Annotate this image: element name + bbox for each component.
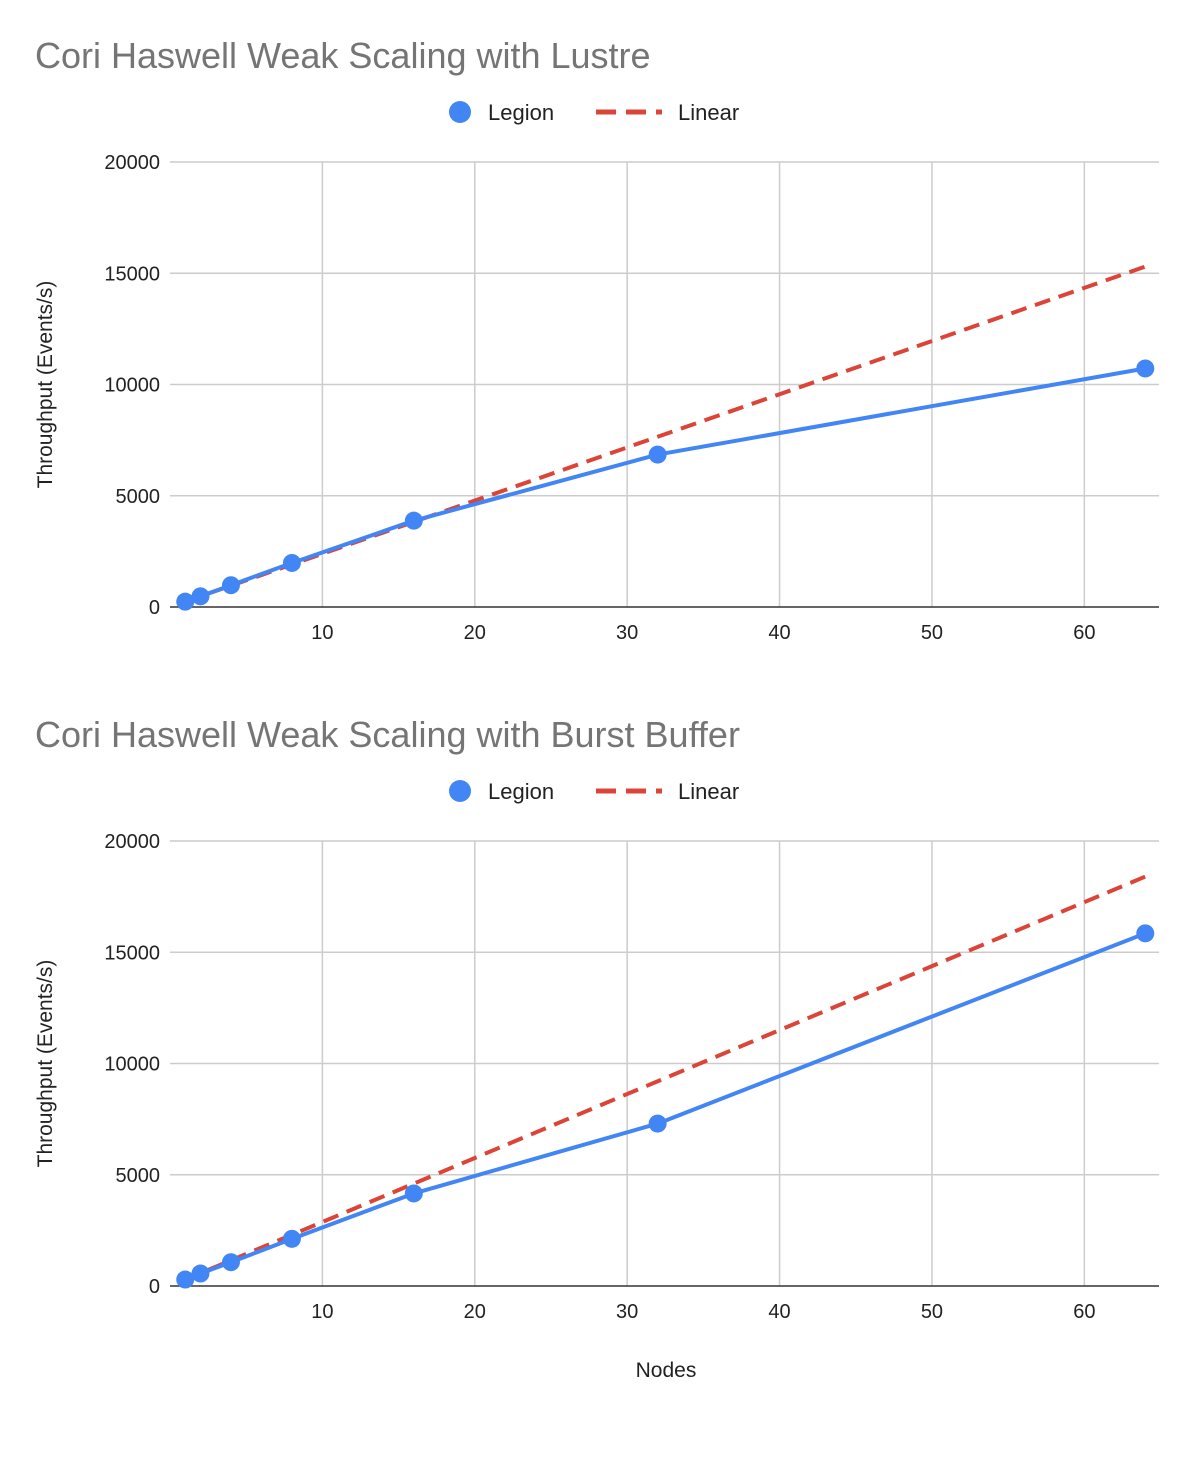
data-point-legion bbox=[404, 511, 423, 530]
y-tick-label: 15000 bbox=[104, 263, 160, 285]
data-point-legion bbox=[648, 1114, 667, 1133]
x-tick-label: 60 bbox=[1073, 1301, 1095, 1323]
legend-label-legion: Legion bbox=[488, 100, 554, 125]
data-point-legion bbox=[176, 1270, 195, 1289]
x-tick-label: 20 bbox=[464, 622, 486, 644]
y-tick-label: 20000 bbox=[104, 831, 160, 853]
data-point-legion bbox=[282, 553, 301, 572]
data-point-legion bbox=[221, 576, 240, 595]
data-point-legion bbox=[1136, 924, 1155, 943]
legend-marker-legion bbox=[449, 101, 471, 123]
y-tick-label: 15000 bbox=[104, 942, 160, 964]
data-point-legion bbox=[404, 1184, 423, 1203]
series-line-linear bbox=[184, 874, 1147, 1282]
y-tick-label: 20000 bbox=[104, 152, 160, 174]
x-tick-label: 10 bbox=[311, 1301, 333, 1323]
x-tick-label: 10 bbox=[311, 622, 333, 644]
x-tick-label: 20 bbox=[464, 1301, 486, 1323]
chart-burst-buffer: Cori Haswell Weak Scaling with Burst Buf… bbox=[34, 714, 1159, 1323]
x-tick-label: 40 bbox=[768, 622, 790, 644]
legend-label-legion: Legion bbox=[488, 779, 554, 804]
legend: Legion Linear bbox=[449, 779, 739, 804]
x-axis-label: Nodes bbox=[636, 1359, 697, 1382]
legend-marker-legion bbox=[449, 780, 471, 802]
x-tick-label: 40 bbox=[768, 1301, 790, 1323]
y-tick-label: 5000 bbox=[116, 486, 161, 508]
chart-title: Cori Haswell Weak Scaling with Lustre bbox=[35, 35, 651, 76]
data-point-legion bbox=[221, 1253, 240, 1272]
y-tick-label: 0 bbox=[149, 597, 160, 619]
y-tick-label: 10000 bbox=[104, 1054, 160, 1076]
chart-title: Cori Haswell Weak Scaling with Burst Buf… bbox=[35, 714, 740, 755]
data-point-legion bbox=[648, 445, 667, 464]
y-axis-label: Throughput (Events/s) bbox=[34, 281, 57, 489]
data-point-legion bbox=[176, 592, 195, 611]
y-tick-label: 10000 bbox=[104, 375, 160, 397]
data-point-legion bbox=[1136, 359, 1155, 378]
y-tick-label: 0 bbox=[149, 1276, 160, 1298]
y-tick-label: 5000 bbox=[116, 1165, 161, 1187]
series-line-legion bbox=[184, 931, 1147, 1282]
x-tick-label: 30 bbox=[616, 1301, 638, 1323]
series-line-linear bbox=[184, 264, 1146, 604]
y-axis-label: Throughput (Events/s) bbox=[34, 960, 57, 1168]
legend-label-linear: Linear bbox=[678, 100, 739, 125]
chart-lustre: Cori Haswell Weak Scaling with Lustre Leg… bbox=[34, 35, 1159, 644]
x-tick-label: 60 bbox=[1073, 622, 1095, 644]
x-tick-label: 50 bbox=[921, 622, 943, 644]
data-point-legion bbox=[191, 1264, 210, 1283]
legend-label-linear: Linear bbox=[678, 779, 739, 804]
legend: Legion Linear bbox=[449, 100, 739, 125]
series-line-legion bbox=[184, 366, 1146, 604]
data-point-legion bbox=[191, 587, 210, 606]
x-tick-label: 30 bbox=[616, 622, 638, 644]
x-tick-label: 50 bbox=[921, 1301, 943, 1323]
data-point-legion bbox=[282, 1229, 301, 1248]
